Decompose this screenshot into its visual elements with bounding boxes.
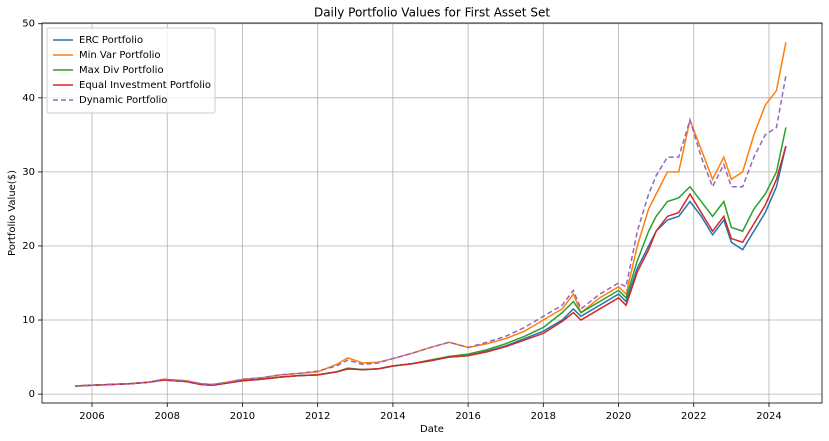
x-tick-label: 2022 (681, 411, 706, 422)
x-tick-label: 2012 (305, 411, 330, 422)
legend: ERC Portfolio Min Var Portfolio Max Div Po… (46, 27, 216, 114)
series-line (75, 145, 787, 387)
legend-label: ERC Portfolio (79, 35, 143, 46)
series-line (75, 145, 787, 387)
x-tick-label: 2020 (606, 411, 631, 422)
x-tick-label: 2010 (230, 411, 255, 422)
series-line (75, 75, 787, 387)
legend-label: Equal Investment Portfolio (79, 80, 211, 91)
legend-label: Min Var Portfolio (79, 50, 161, 61)
x-tick-label: 2008 (155, 411, 180, 422)
y-tick-label: 20 (22, 241, 35, 252)
y-tick-label: 30 (22, 167, 35, 178)
legend-box (46, 27, 216, 114)
y-axis-label: Portfolio Value($) (7, 170, 18, 256)
x-tick-label: 2018 (531, 411, 556, 422)
x-tick-label: 2016 (455, 411, 480, 422)
x-tick-label: 2024 (756, 411, 781, 422)
chart-title: Daily Portfolio Values for First Asset S… (314, 6, 550, 20)
x-tick-label: 2014 (380, 411, 405, 422)
legend-label: Dynamic Portfolio (79, 95, 167, 106)
legend-label: Max Div Portfolio (79, 65, 164, 76)
y-tick-label: 40 (22, 93, 35, 104)
x-tick-label: 2006 (79, 411, 104, 422)
plot-frame (41, 22, 823, 404)
y-tick-label: 0 (29, 389, 35, 400)
x-axis-label: Date (420, 424, 444, 435)
y-tick-label: 10 (22, 315, 35, 326)
y-tick-label: 50 (22, 19, 35, 30)
